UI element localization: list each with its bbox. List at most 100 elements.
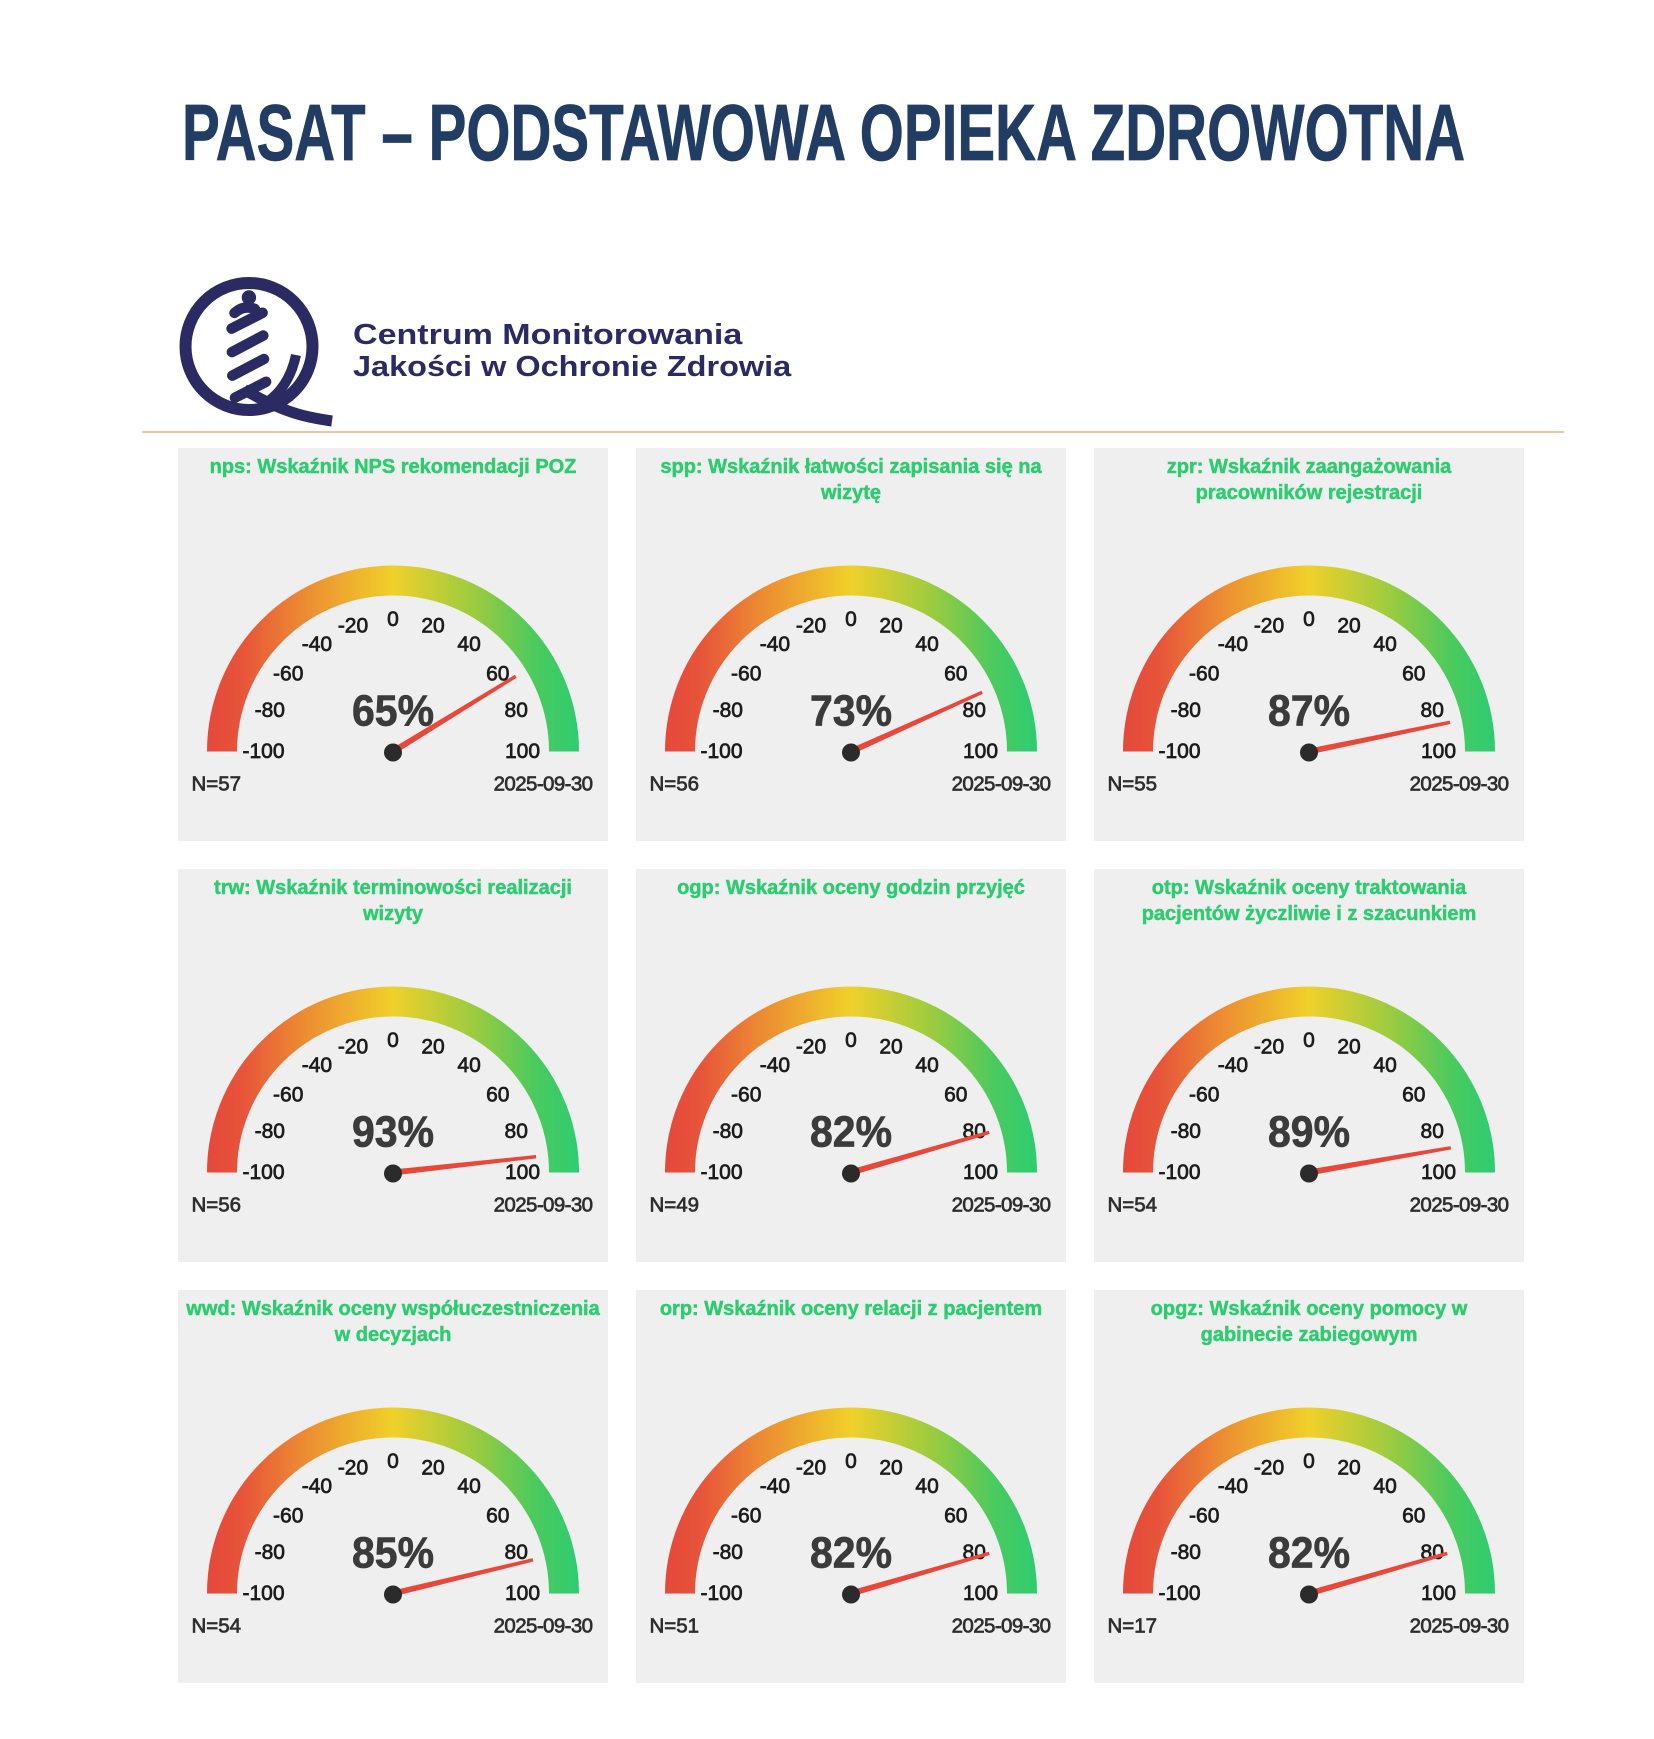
svg-text:-20: -20 <box>796 615 826 638</box>
svg-text:-60: -60 <box>273 1504 303 1527</box>
svg-text:-80: -80 <box>1171 699 1201 722</box>
svg-text:0: 0 <box>1303 608 1315 631</box>
svg-text:40: 40 <box>1373 1475 1396 1498</box>
svg-text:0: 0 <box>845 1029 857 1052</box>
svg-text:20: 20 <box>1337 1036 1360 1059</box>
svg-text:-100: -100 <box>1158 1161 1200 1184</box>
svg-text:-60: -60 <box>273 662 303 685</box>
svg-text:trw: Wskaźnik terminowości rea: trw: Wskaźnik terminowości realizacji <box>214 877 572 899</box>
svg-text:-20: -20 <box>796 1457 826 1480</box>
svg-text:100: 100 <box>505 740 540 763</box>
svg-text:80: 80 <box>505 1541 528 1564</box>
svg-text:2025-09-30: 2025-09-30 <box>952 1194 1051 1217</box>
svg-text:80: 80 <box>1421 1120 1444 1143</box>
svg-text:N=56: N=56 <box>650 773 700 796</box>
svg-text:40: 40 <box>457 633 480 656</box>
svg-text:20: 20 <box>1337 615 1360 638</box>
svg-text:N=56: N=56 <box>192 1194 242 1217</box>
svg-text:-100: -100 <box>1158 1582 1200 1605</box>
svg-text:orp: Wskaźnik oceny relacji z: orp: Wskaźnik oceny relacji z pacjentem <box>660 1298 1042 1320</box>
svg-text:zpr: Wskaźnik zaangażowania: zpr: Wskaźnik zaangażowania <box>1167 456 1452 478</box>
svg-text:-80: -80 <box>713 1541 743 1564</box>
svg-text:82%: 82% <box>810 1529 892 1578</box>
svg-text:100: 100 <box>963 740 998 763</box>
svg-text:-40: -40 <box>1218 1054 1248 1077</box>
svg-text:40: 40 <box>915 1475 938 1498</box>
svg-text:2025-09-30: 2025-09-30 <box>952 773 1051 796</box>
svg-text:0: 0 <box>387 1029 399 1052</box>
svg-text:60: 60 <box>944 1083 967 1106</box>
svg-text:20: 20 <box>421 615 444 638</box>
svg-text:w decyzjach: w decyzjach <box>334 1324 452 1346</box>
svg-text:2025-09-30: 2025-09-30 <box>494 1194 593 1217</box>
svg-text:40: 40 <box>915 1054 938 1077</box>
svg-text:60: 60 <box>944 1504 967 1527</box>
svg-text:2025-09-30: 2025-09-30 <box>494 1615 593 1638</box>
svg-text:20: 20 <box>879 615 902 638</box>
svg-text:40: 40 <box>915 633 938 656</box>
svg-text:60: 60 <box>944 662 967 685</box>
svg-text:opgz: Wskaźnik oceny pomocy w: opgz: Wskaźnik oceny pomocy w <box>1151 1298 1468 1320</box>
svg-text:40: 40 <box>1373 1054 1396 1077</box>
svg-text:2025-09-30: 2025-09-30 <box>1410 1194 1509 1217</box>
svg-text:ogp: Wskaźnik oceny godzin prz: ogp: Wskaźnik oceny godzin przyjęć <box>677 877 1025 899</box>
svg-text:-20: -20 <box>338 615 368 638</box>
svg-text:60: 60 <box>486 662 509 685</box>
svg-text:-60: -60 <box>1189 1083 1219 1106</box>
svg-text:100: 100 <box>963 1582 998 1605</box>
svg-text:gabinecie zabiegowym: gabinecie zabiegowym <box>1201 1324 1418 1346</box>
svg-text:-80: -80 <box>1171 1541 1201 1564</box>
svg-text:-60: -60 <box>1189 1504 1219 1527</box>
svg-text:85%: 85% <box>352 1529 434 1578</box>
svg-text:80: 80 <box>505 699 528 722</box>
svg-text:40: 40 <box>1373 633 1396 656</box>
svg-text:100: 100 <box>505 1582 540 1605</box>
svg-text:-20: -20 <box>796 1036 826 1059</box>
svg-text:20: 20 <box>421 1457 444 1480</box>
svg-text:82%: 82% <box>810 1108 892 1157</box>
svg-text:20: 20 <box>1337 1457 1360 1480</box>
svg-text:-60: -60 <box>1189 662 1219 685</box>
svg-text:wizyty: wizyty <box>362 903 424 925</box>
svg-text:-20: -20 <box>1254 1457 1284 1480</box>
svg-text:-100: -100 <box>242 1161 284 1184</box>
svg-text:80: 80 <box>1421 699 1444 722</box>
svg-text:-100: -100 <box>700 1582 742 1605</box>
svg-text:nps: Wskaźnik NPS rekomendacji: nps: Wskaźnik NPS rekomendacji POZ <box>210 456 577 478</box>
svg-text:otp: Wskaźnik oceny traktowani: otp: Wskaźnik oceny traktowania <box>1152 877 1467 899</box>
svg-text:100: 100 <box>1421 740 1456 763</box>
svg-text:N=57: N=57 <box>192 773 242 796</box>
svg-text:-80: -80 <box>255 1120 285 1143</box>
svg-text:93%: 93% <box>352 1108 434 1157</box>
svg-text:87%: 87% <box>1268 687 1350 736</box>
svg-text:wwd: Wskaźnik oceny współuczes: wwd: Wskaźnik oceny współuczestniczenia <box>185 1298 600 1320</box>
svg-text:N=51: N=51 <box>650 1615 700 1638</box>
svg-text:-60: -60 <box>731 1504 761 1527</box>
svg-text:82%: 82% <box>1268 1529 1350 1578</box>
svg-text:-100: -100 <box>700 1161 742 1184</box>
svg-text:80: 80 <box>963 699 986 722</box>
svg-text:-100: -100 <box>700 740 742 763</box>
svg-text:60: 60 <box>1402 662 1425 685</box>
svg-text:-40: -40 <box>1218 1475 1248 1498</box>
svg-text:pacjentów życzliwie i z szacun: pacjentów życzliwie i z szacunkiem <box>1142 903 1477 925</box>
svg-text:0: 0 <box>387 608 399 631</box>
svg-text:80: 80 <box>505 1120 528 1143</box>
svg-text:-60: -60 <box>273 1083 303 1106</box>
svg-text:100: 100 <box>1421 1582 1456 1605</box>
svg-text:-100: -100 <box>242 740 284 763</box>
svg-text:2025-09-30: 2025-09-30 <box>952 1615 1051 1638</box>
svg-text:0: 0 <box>1303 1029 1315 1052</box>
svg-text:60: 60 <box>486 1083 509 1106</box>
svg-text:wizytę: wizytę <box>820 482 881 504</box>
svg-text:100: 100 <box>1421 1161 1456 1184</box>
svg-text:2025-09-30: 2025-09-30 <box>494 773 593 796</box>
svg-text:20: 20 <box>421 1036 444 1059</box>
svg-text:-40: -40 <box>760 1475 790 1498</box>
svg-text:-20: -20 <box>1254 615 1284 638</box>
svg-text:-100: -100 <box>1158 740 1200 763</box>
svg-text:60: 60 <box>1402 1504 1425 1527</box>
svg-text:-100: -100 <box>242 1582 284 1605</box>
svg-text:0: 0 <box>1303 1450 1315 1473</box>
svg-text:0: 0 <box>845 1450 857 1473</box>
